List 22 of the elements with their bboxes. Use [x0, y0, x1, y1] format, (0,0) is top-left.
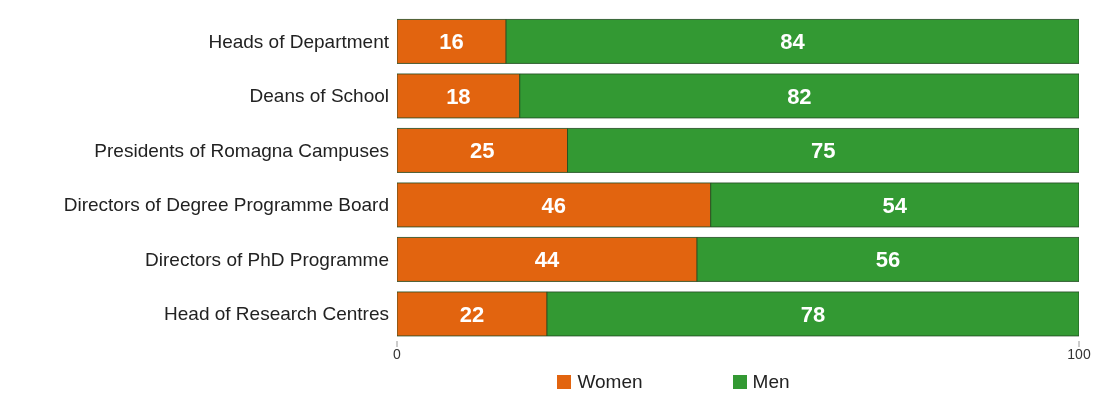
- y-tick-label: Directors of Degree Programme Board: [63, 194, 389, 216]
- y-tick-label: Deans of School: [249, 85, 389, 107]
- data-label: 82: [787, 83, 812, 109]
- data-label: 22: [459, 301, 485, 327]
- data-label: 44: [534, 247, 561, 273]
- data-label: 46: [541, 192, 567, 218]
- x-tick-label: 100: [1067, 345, 1091, 362]
- data-label: 54: [882, 192, 908, 218]
- legend-label: Women: [577, 371, 643, 393]
- data-label: 75: [811, 138, 836, 164]
- data-label: 16: [439, 29, 464, 55]
- data-label: 18: [446, 83, 471, 109]
- data-label: 25: [470, 138, 495, 164]
- data-label: 78: [800, 301, 826, 327]
- data-label: 56: [875, 247, 901, 273]
- series-label: Men: [752, 371, 790, 393]
- data-label: 84: [780, 29, 806, 55]
- y-tick-label: Directors of PhD Programme: [145, 248, 389, 270]
- y-tick-label: Head of Research Centres: [164, 303, 389, 325]
- x-tick-label: 0: [393, 345, 402, 362]
- y-tick-label: Heads of Department: [208, 30, 390, 52]
- y-tick-label: Presidents of Romagna Campuses: [94, 139, 389, 161]
